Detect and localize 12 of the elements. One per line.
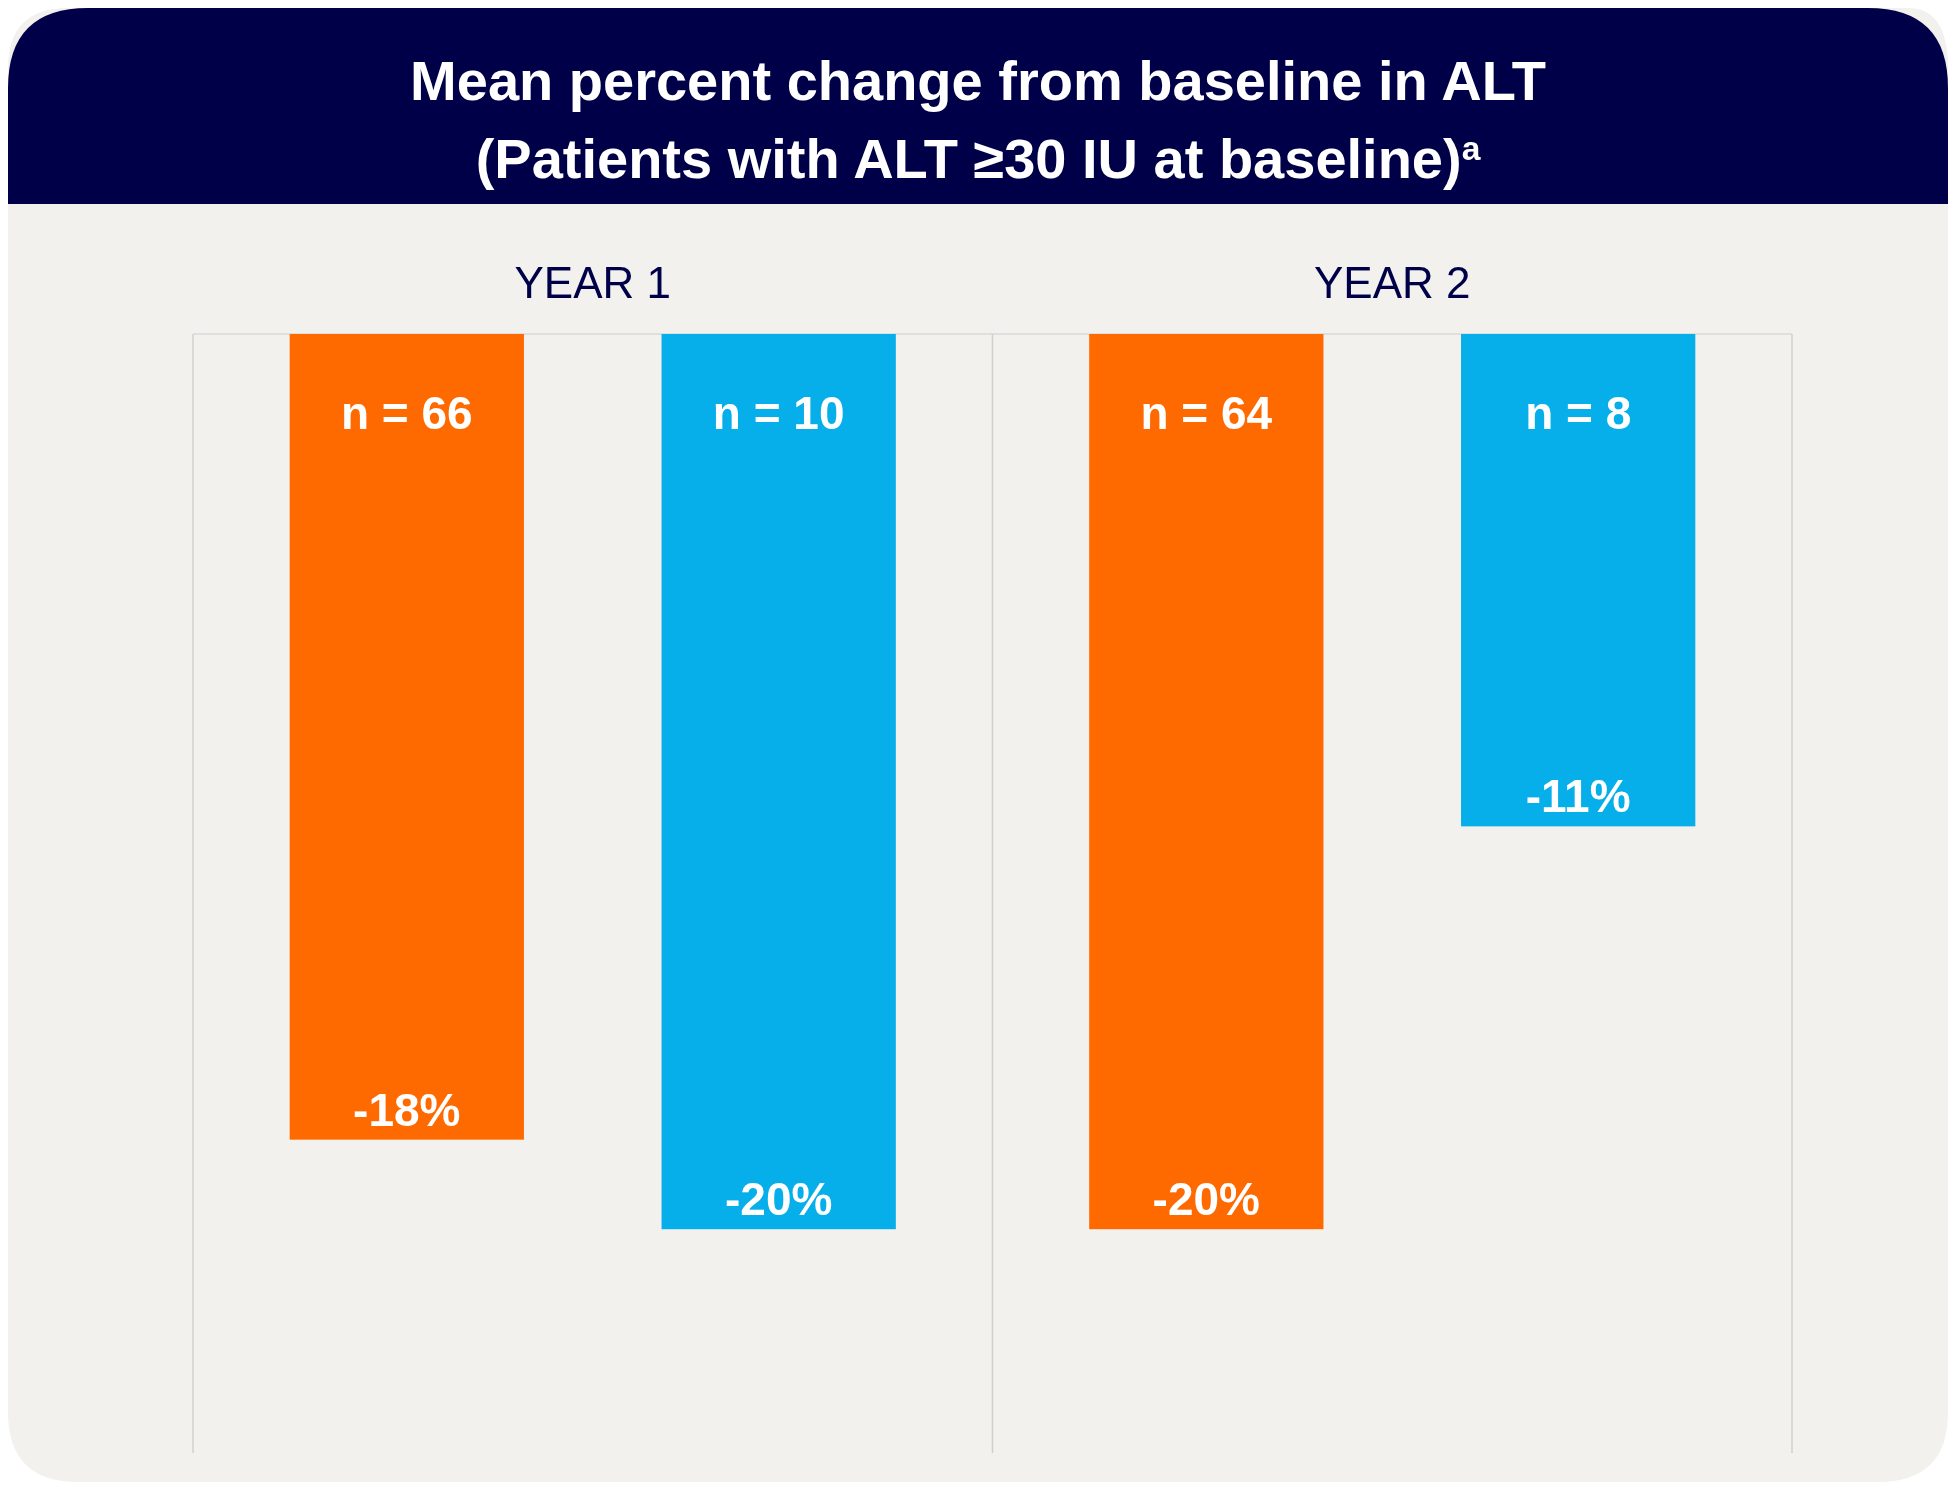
x-tick-label: YEAR 1 [514, 258, 672, 307]
data-label: -20% [1152, 1173, 1261, 1226]
annotation: n = 66 [340, 387, 473, 439]
chart-subtitle: (Patients with ALT ≥30 IU at baseline)$^{a}$ [475, 127, 1481, 190]
annotation: n = 64 [1140, 387, 1273, 439]
annotation: n = 10 [712, 387, 845, 439]
data-label: -11% [1525, 770, 1631, 823]
x-tick-label: YEAR 2 [1313, 258, 1471, 307]
data-label: -20% [724, 1173, 833, 1226]
data-label: -18% [353, 1083, 461, 1136]
annotation: n = 8 [1525, 387, 1632, 439]
chart-title: Mean percent change from baseline in ALT [410, 49, 1546, 112]
